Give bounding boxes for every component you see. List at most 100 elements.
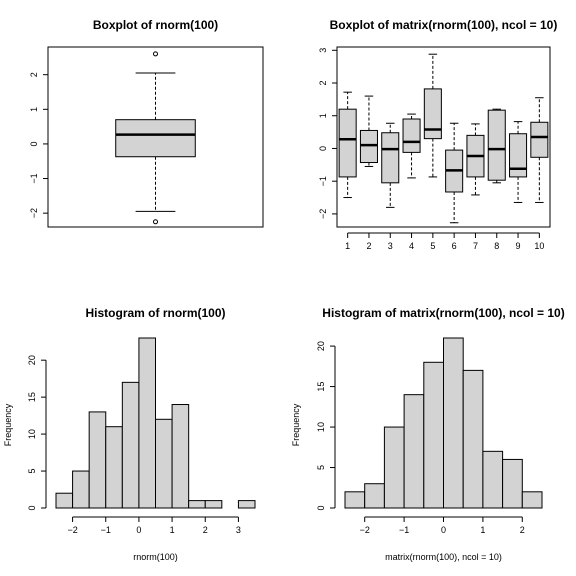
- histogram-bar: [502, 458, 523, 509]
- x-axis: 1 2 3 4 5 6 7 8 9 10: [345, 232, 544, 251]
- y-axis: 0 5 10 15 20: [27, 355, 47, 511]
- x-tick-label: 2: [366, 241, 371, 251]
- y-tick-label: 0: [318, 146, 328, 151]
- y-tick-label: 0: [316, 505, 326, 510]
- chart-title: Boxplot of rnorm(100): [93, 18, 218, 32]
- y-tick-label: 20: [27, 355, 37, 365]
- x-tick-label: 0: [136, 525, 141, 535]
- histogram-bar: [121, 381, 140, 509]
- x-tick-label: 1: [170, 525, 175, 535]
- y-tick-label: 1: [29, 107, 39, 112]
- y-axis: −2 −1 0 1 2 3: [318, 48, 337, 219]
- x-tick-label: 10: [534, 241, 544, 251]
- x-tick-label: 2: [520, 525, 525, 535]
- y-tick-label: −2: [318, 209, 328, 219]
- x-tick-label: 1: [480, 525, 485, 535]
- histogram-panel-1: Histogram of rnorm(100) rnorm(100) Frequ…: [3, 306, 256, 562]
- histogram-bar: [72, 470, 90, 509]
- box-7: [466, 123, 485, 196]
- box-body: [530, 121, 549, 158]
- x-tick-label: 8: [494, 241, 499, 251]
- x-tick-label: 5: [430, 241, 435, 251]
- y-tick-label: 5: [316, 465, 326, 470]
- y-axis-label: Frequency: [3, 403, 13, 446]
- y-axis: −2 −1 0 1 2: [29, 72, 48, 218]
- chart-title: Histogram of rnorm(100): [85, 306, 225, 320]
- x-axis: −2 −1 0 1 2 3: [67, 516, 241, 535]
- histogram-bar: [188, 500, 206, 509]
- plot-marks: [344, 337, 543, 509]
- x-tick-label: 6: [452, 241, 457, 251]
- histogram-bar: [204, 500, 223, 509]
- histogram-bar: [423, 361, 444, 509]
- outlier-point: [153, 219, 158, 225]
- box-3: [381, 122, 400, 208]
- y-tick-label: −2: [29, 208, 39, 218]
- plot-frame: [336, 46, 551, 228]
- y-tick-label: 10: [316, 422, 326, 432]
- histogram-bar: [344, 491, 366, 509]
- box-body: [359, 129, 378, 164]
- histogram-panel-2: Histogram of matrix(rnorm(100), ncol = 1…: [291, 306, 565, 562]
- y-tick-label: 20: [316, 341, 326, 351]
- y-tick-label: −1: [318, 176, 328, 186]
- x-axis-label: matrix(rnorm(100), ncol = 10): [385, 552, 502, 562]
- histogram-bar: [482, 450, 504, 509]
- x-tick-label: 3: [388, 241, 393, 251]
- y-tick-label: 3: [318, 48, 328, 53]
- y-tick-label: −1: [29, 173, 39, 183]
- histogram-bar: [443, 337, 464, 509]
- x-tick-label: −2: [360, 525, 370, 535]
- box-body: [487, 109, 506, 181]
- box-1: [338, 91, 357, 199]
- x-tick-label: 0: [441, 525, 446, 535]
- x-tick-label: 3: [236, 525, 241, 535]
- histogram-bar: [88, 411, 107, 509]
- histogram-bar: [403, 394, 425, 509]
- x-tick-label: 9: [516, 241, 521, 251]
- outlier-point: [153, 51, 158, 57]
- box-5: [423, 53, 442, 178]
- histogram-bar: [55, 492, 74, 509]
- box-6: [445, 122, 464, 224]
- box-body: [381, 132, 400, 184]
- y-axis-label: Frequency: [291, 403, 301, 446]
- box-body: [115, 119, 196, 158]
- box-body: [423, 88, 442, 140]
- x-tick-label: −1: [399, 525, 409, 535]
- y-tick-label: 10: [27, 429, 37, 439]
- x-tick-label: 7: [473, 241, 478, 251]
- box-4: [402, 113, 421, 179]
- y-tick-label: 0: [27, 505, 37, 510]
- box-body: [338, 108, 357, 178]
- boxplot-panel-1: Boxplot of rnorm(100) −2 −1 0 1 2: [29, 18, 264, 228]
- chart-title: Boxplot of matrix(rnorm(100), ncol = 10): [330, 18, 558, 32]
- x-tick-label: 1: [345, 241, 350, 251]
- box-body: [509, 133, 528, 178]
- histogram-bar: [105, 426, 123, 509]
- histogram-bar: [364, 483, 385, 509]
- x-tick-label: 2: [203, 525, 208, 535]
- y-tick-label: 2: [29, 72, 39, 77]
- plot-marks: [115, 51, 196, 225]
- x-tick-label: −2: [67, 525, 77, 535]
- histogram-bar: [138, 337, 157, 509]
- box-1: [115, 51, 196, 225]
- histogram-bar: [171, 404, 190, 509]
- x-tick-label: 4: [409, 241, 414, 251]
- x-tick-label: −1: [101, 525, 111, 535]
- histogram-bar: [237, 500, 256, 509]
- box-2: [359, 95, 378, 167]
- y-tick-label: 1: [318, 113, 328, 118]
- y-tick-label: 0: [29, 141, 39, 146]
- y-tick-label: 15: [316, 382, 326, 392]
- boxplot-panel-2: Boxplot of matrix(rnorm(100), ncol = 10)…: [318, 18, 557, 251]
- plot-marks: [338, 53, 549, 224]
- plot-marks: [55, 337, 256, 509]
- y-tick-label: 2: [318, 80, 328, 85]
- histogram-bar: [155, 418, 173, 509]
- plot-frame: [47, 46, 264, 228]
- x-axis-label: rnorm(100): [133, 552, 178, 562]
- y-tick-label: 15: [27, 392, 37, 402]
